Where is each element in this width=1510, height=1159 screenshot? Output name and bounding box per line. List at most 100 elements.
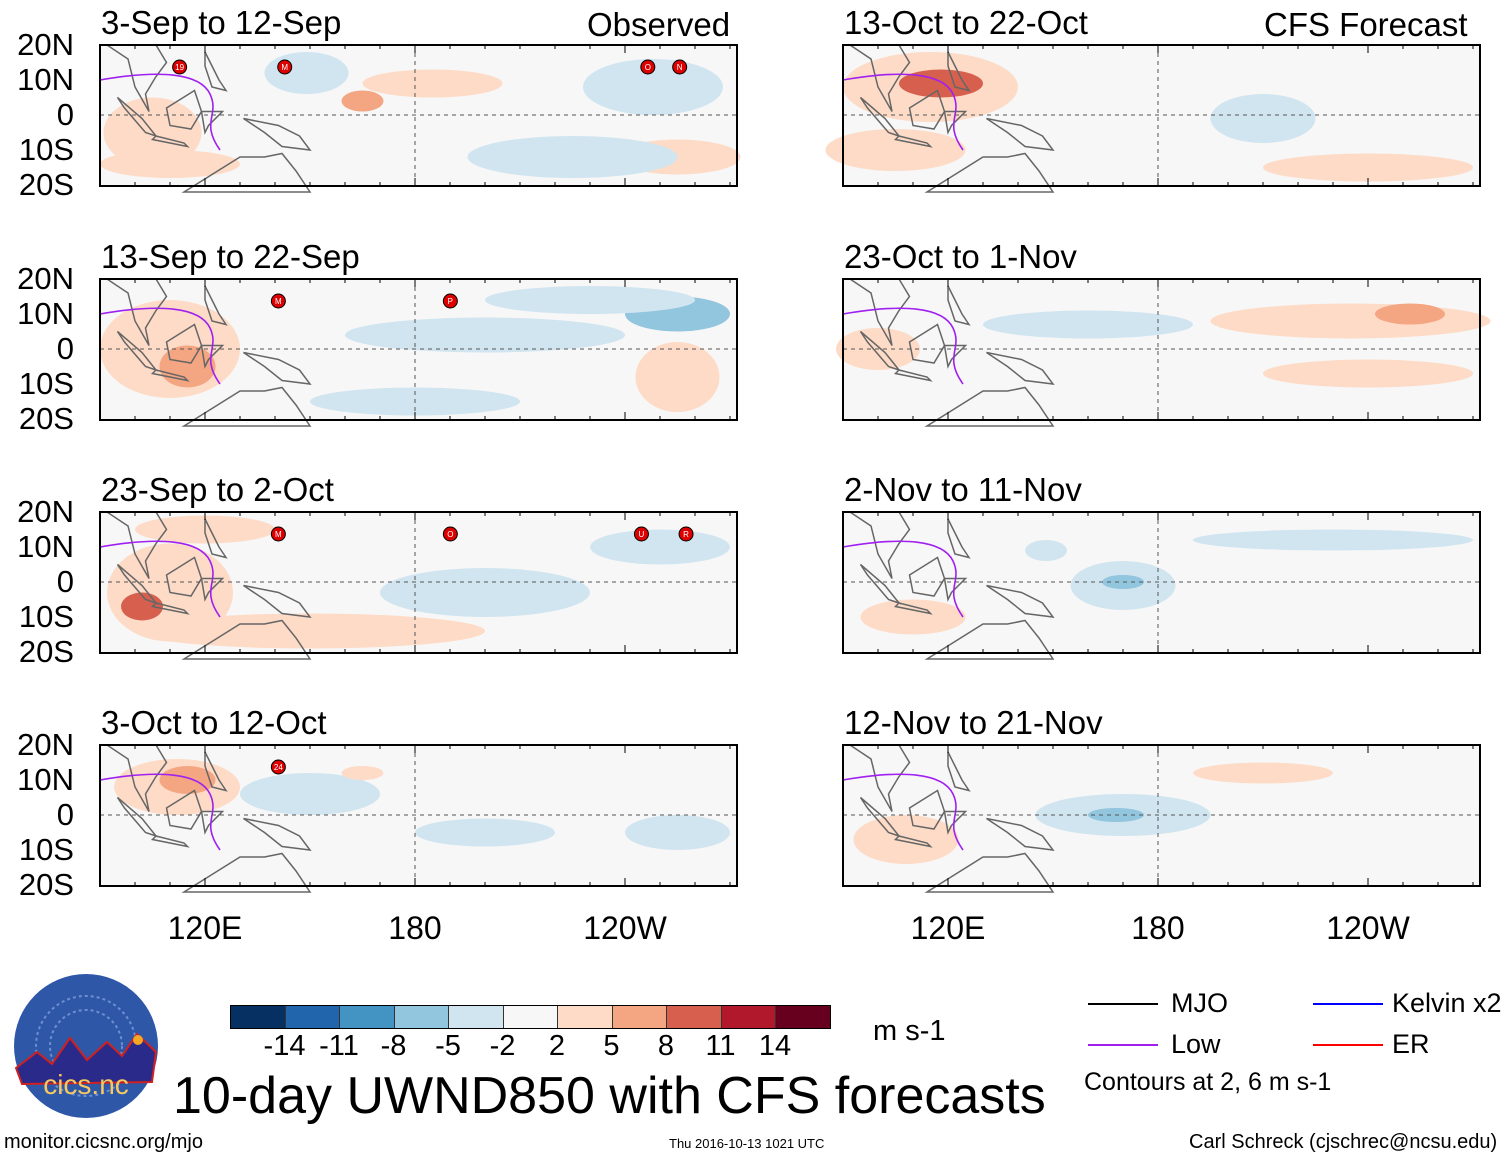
coastline (181, 386, 312, 427)
anomaly-region (264, 52, 349, 94)
coastline (893, 602, 933, 615)
footer-author: Carl Schreck (cjschrec@ncsu.edu) (1189, 1131, 1498, 1153)
map-frame (99, 511, 738, 654)
colorbar-swatch (776, 1006, 830, 1028)
colorbar-swatch (394, 1006, 449, 1028)
storm-label: R (683, 530, 689, 539)
coastline (943, 810, 968, 835)
colorbar-tick-label: 11 (705, 1030, 736, 1062)
anomaly-region (135, 613, 485, 649)
footer-url[interactable]: monitor.cicsnc.org/mjo (4, 1131, 203, 1153)
coastline (116, 330, 159, 372)
coastline (181, 852, 312, 893)
colorbar-tick-label: -5 (435, 1030, 461, 1062)
coastline (908, 789, 946, 830)
coastline (943, 110, 968, 135)
coastline (847, 744, 911, 812)
lat-label: 0 (56, 564, 74, 599)
legend-kelvin-line (1313, 1003, 1383, 1005)
map-frame (842, 278, 1481, 421)
colorbar-swatch (340, 1006, 395, 1028)
legend-low: Low (1171, 1029, 1221, 1059)
low-contour (842, 540, 964, 618)
lat-label: 0 (56, 797, 74, 832)
storm-label: U (639, 530, 645, 539)
colorbar-swatch (721, 1006, 776, 1028)
low-contour (99, 773, 221, 851)
coastline (165, 89, 203, 130)
lat-label: 10S (18, 366, 74, 401)
lat-label: 0 (56, 97, 74, 132)
storm-label: M (275, 530, 282, 539)
storm-marker: 24 (270, 759, 286, 775)
lat-label: 20S (18, 634, 74, 669)
coastline (243, 817, 312, 851)
legend-er-line (1313, 1044, 1383, 1046)
lon-label: 120W (583, 910, 667, 946)
coastline (924, 386, 1055, 427)
map-panel (836, 278, 1491, 427)
colorbar-tick-label: -2 (489, 1030, 516, 1062)
colorbar-tick-label: 2 (548, 1030, 566, 1062)
lat-label: 10S (18, 599, 74, 634)
anomaly-region (1193, 762, 1333, 784)
coastline (986, 584, 1055, 618)
anomaly-region (362, 69, 503, 98)
colorbar-swatch (285, 1006, 340, 1028)
coastline (859, 96, 902, 138)
coastline (165, 323, 203, 364)
colorbar-tick-label: -8 (380, 1030, 407, 1062)
anomaly-region (860, 599, 966, 635)
anomaly-region (583, 59, 723, 115)
anomaly-region (1210, 94, 1316, 143)
anomaly-region (853, 815, 959, 864)
coastline (204, 285, 228, 326)
colorbar-units: m s-1 (873, 1015, 946, 1047)
panel-title: 3-Sep to 12-Sep (101, 4, 342, 41)
coastline (947, 518, 971, 559)
panel-title: 2-Nov to 11-Nov (844, 471, 1082, 508)
coastline (947, 51, 971, 92)
lon-label: 120W (1326, 910, 1410, 946)
map-frame (842, 744, 1481, 887)
coastline (986, 351, 1055, 385)
anomaly-region (341, 90, 384, 112)
lat-label: 10N (17, 529, 74, 564)
map-panel (825, 44, 1481, 193)
coastline (893, 135, 933, 148)
coastline (204, 518, 228, 559)
storm-label: 19 (175, 63, 184, 72)
storm-label: O (645, 63, 651, 72)
lon-label: 120E (910, 910, 986, 946)
storm-marker: 19 (172, 59, 188, 75)
panel-title: 23-Sep to 2-Oct (101, 471, 334, 508)
coastline (943, 577, 968, 602)
anomaly-region (1193, 529, 1473, 551)
figure-title: 10-day UWND850 with CFS forecasts (173, 1067, 1046, 1125)
anomaly-region (380, 568, 590, 617)
coastline (947, 285, 971, 326)
storm-marker: M (270, 526, 286, 542)
panel-title: 3-Oct to 12-Oct (101, 704, 327, 741)
coastline (116, 96, 159, 138)
map-background (843, 279, 1480, 420)
lat-label: 20N (17, 27, 74, 62)
legend-low-line (1088, 1044, 1158, 1046)
coastline (150, 835, 190, 848)
colorbar-tick-label: -11 (319, 1030, 359, 1062)
anomaly-region (159, 766, 216, 794)
coastline (204, 751, 228, 792)
coastline (181, 619, 312, 660)
map-frame (99, 278, 738, 421)
coastline (908, 556, 946, 597)
panel-title: 12-Nov to 21-Nov (844, 704, 1103, 741)
lon-label: 180 (1131, 910, 1185, 946)
forecast-label: CFS Forecast (1264, 6, 1468, 43)
anomaly-region (1375, 303, 1445, 325)
storm-marker: O (640, 59, 656, 75)
colorbar-tick-label: 14 (758, 1030, 792, 1062)
lat-label: 20N (17, 261, 74, 296)
storm-marker: R (678, 526, 694, 542)
coastline (200, 810, 225, 835)
anomaly-region (415, 818, 555, 847)
